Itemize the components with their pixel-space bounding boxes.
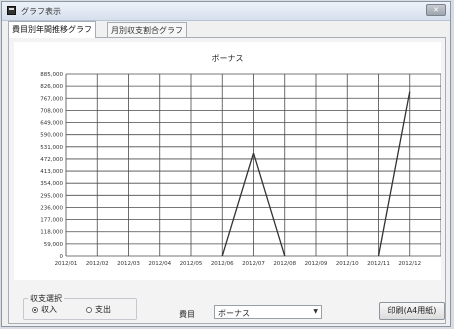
series-line-segment [252,152,286,257]
app-icon [7,6,16,15]
y-tick-label: 826,000 [40,84,63,90]
series-line-segment [377,91,411,257]
y-tick-label: 118,000 [40,230,63,236]
x-tick-label: 2012/05 [180,261,203,267]
chart-area: ボーナス 0 59,000 118,000 177,000 236,000 295,000… [14,42,441,280]
x-tick-label: 2012/10 [336,261,359,267]
y-tick-label: 472,000 [40,157,63,163]
close-button[interactable]: ✕ [426,4,446,16]
y-tick-label: 531,000 [40,145,63,151]
y-tick-label: 649,000 [40,121,63,127]
x-tick-label: 2012/06 [211,261,234,267]
income-expense-group: 収支選択 収入 支出 [23,293,137,320]
series-line-segment [221,152,255,257]
chart-title: ボーナス [211,54,244,63]
y-tick-label: 295,000 [40,193,63,199]
x-tick-label: 2012/02 [86,261,109,267]
y-tick-label: 236,000 [40,205,63,211]
tab-annual-trend[interactable]: 費目別年間推移グラフ [8,21,96,38]
chevron-down-icon[interactable]: ▼ [313,308,318,315]
x-tick-label: 2012/11 [367,261,390,267]
x-tick-label: 2012/04 [148,261,171,267]
print-button[interactable]: 印刷(A4用紙) [379,302,445,320]
radio-expense-indicator[interactable] [86,307,92,313]
x-tick-label: 2012/03 [117,261,140,267]
y-tick-label: 708,000 [40,108,63,114]
radio-income-label: 収入 [41,305,57,314]
radio-income[interactable]: 収入 [32,304,57,315]
radio-expense[interactable]: 支出 [86,304,111,315]
y-tick-label: 59,000 [44,242,64,248]
x-tick-label: 2012/08 [273,261,296,267]
radio-income-indicator[interactable] [32,307,38,313]
y-tick-label: 0 [60,254,64,260]
y-tick-label: 767,000 [40,96,63,102]
x-tick-label: 2012/09 [305,261,328,267]
line-chart: 0 59,000 118,000 177,000 236,000 295,000 354,0… [40,72,441,267]
category-label: 費目 [179,310,195,319]
category-select-value: ボーナス [218,309,250,318]
y-tick-label: 354,000 [40,181,63,187]
x-tick-label: 2012/12 [398,261,421,267]
window-title: グラフ表示 [21,7,61,16]
tab-monthly-ratio[interactable]: 月別収支割合グラフ [107,22,187,37]
x-tick-label: 2012/07 [242,261,265,267]
y-tick-label: 177,000 [40,218,63,224]
radio-expense-label: 支出 [95,305,111,314]
title-bar: グラフ表示 ✕ [2,2,450,21]
x-tick-label: 2012/01 [55,261,78,267]
tab-panel: ボーナス 0 59,000 118,000 177,000 236,000 295,000… [8,37,446,324]
y-tick-label: 885,000 [40,72,63,78]
y-tick-label: 413,000 [40,169,63,175]
group-label: 収支選択 [28,293,64,304]
category-select[interactable]: ボーナス ▼ [214,305,322,319]
y-tick-label: 590,000 [40,133,63,139]
